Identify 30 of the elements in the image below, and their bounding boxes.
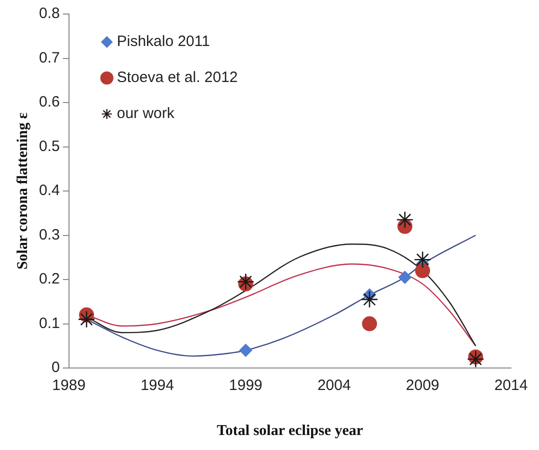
- y-tick-label: 0.4: [38, 182, 60, 200]
- y-tick-label: 0.3: [38, 226, 60, 244]
- y-tick-label: 0: [52, 359, 60, 376]
- legend-label: Stoeva et al. 2012: [116, 69, 238, 86]
- x-tick-label: 2009: [406, 377, 440, 394]
- x-tick-label: 2014: [494, 377, 528, 394]
- y-tick-label: 0.2: [38, 270, 60, 288]
- y-tick-label: 0.1: [38, 314, 60, 332]
- x-tick-label: 1994: [140, 377, 174, 394]
- point: [398, 270, 412, 284]
- y-axis-title: Solar corona flattening ε: [14, 112, 31, 270]
- y-tick-label: 0.8: [38, 5, 60, 22]
- point: [466, 350, 484, 368]
- x-tick-label: 2004: [317, 377, 351, 394]
- y-tick-label: 0.5: [38, 138, 60, 155]
- x-tick-label: 1999: [229, 377, 262, 394]
- legend-label: Pishkalo 2011: [116, 33, 210, 50]
- point: [415, 263, 430, 278]
- point: [239, 344, 252, 357]
- point: [237, 273, 254, 290]
- y-tick-label: 0.6: [38, 94, 60, 111]
- point: [396, 211, 414, 228]
- legend-label: our work: [116, 105, 175, 122]
- y-tick-label: 0.7: [38, 49, 60, 66]
- x-tick-label: 1989: [52, 377, 86, 394]
- point: [360, 290, 378, 308]
- point: [362, 316, 378, 332]
- point: [78, 310, 96, 328]
- x-axis-title: Total solar eclipse year: [216, 422, 364, 439]
- point: [414, 250, 432, 268]
